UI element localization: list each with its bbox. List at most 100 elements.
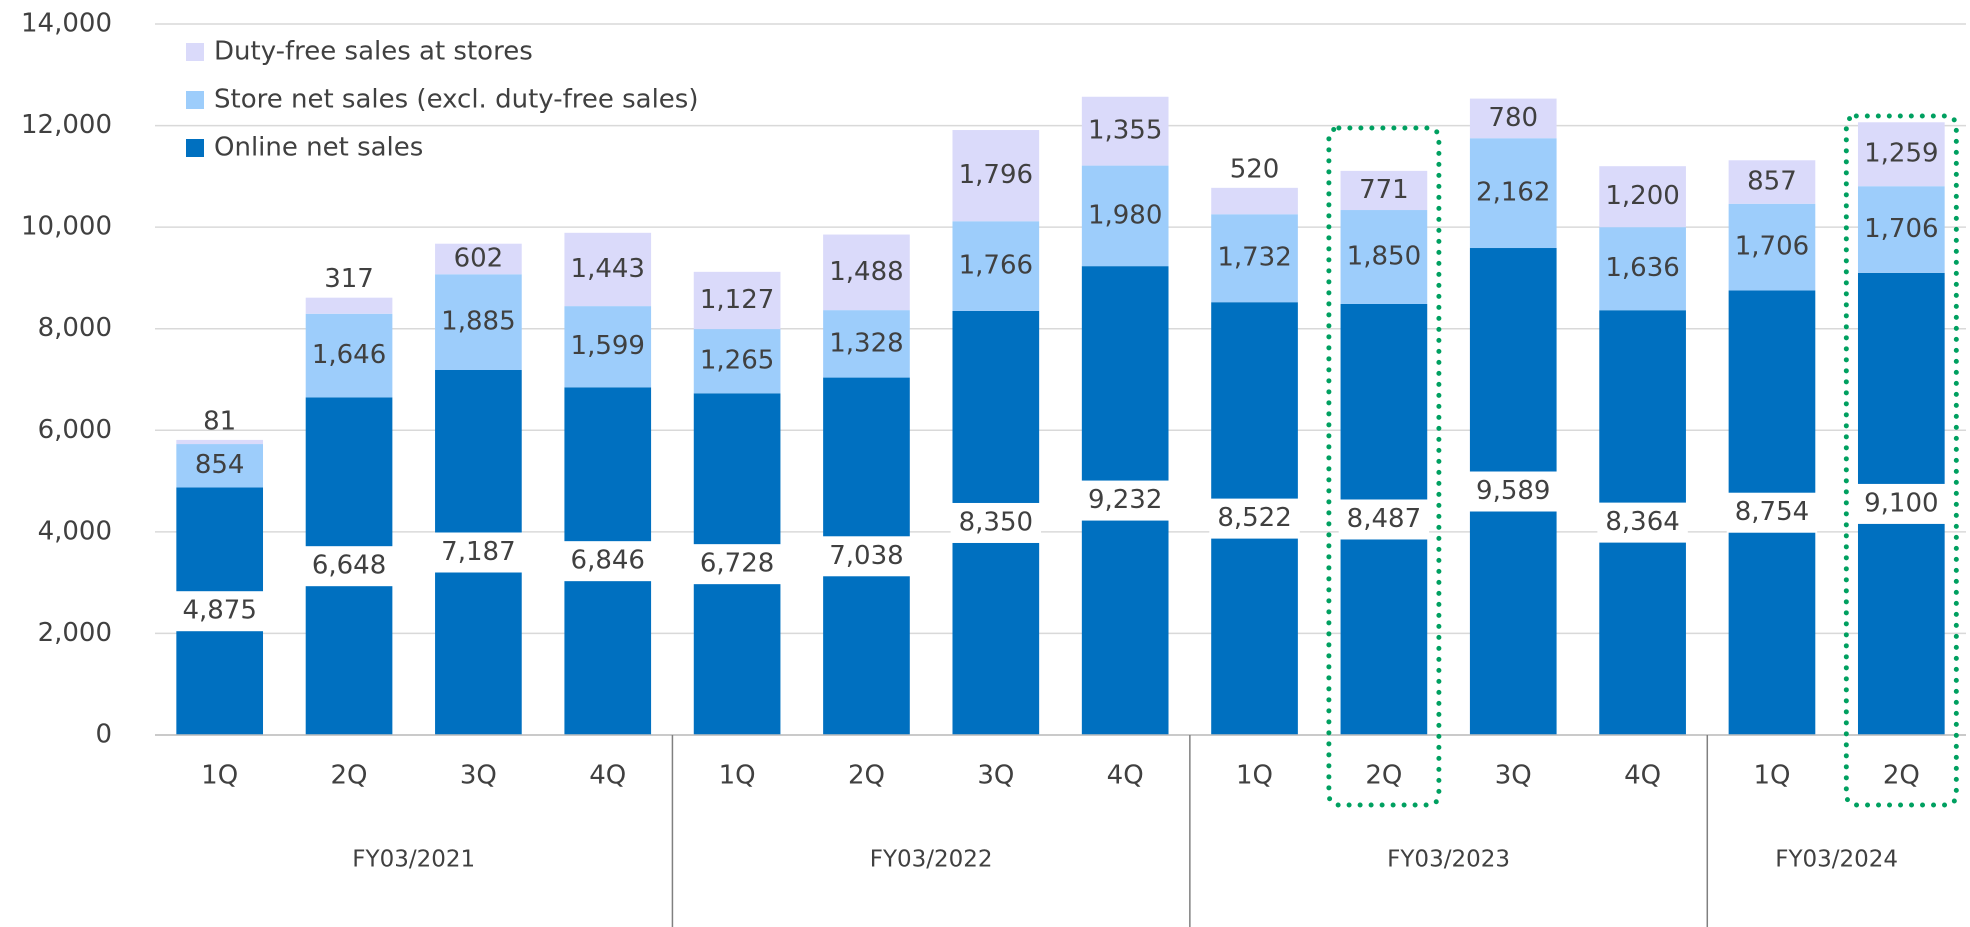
data-label: 8,364 — [1605, 507, 1679, 537]
bar-segment — [1211, 187, 1298, 215]
bar-segment — [305, 297, 393, 314]
label-background — [174, 591, 265, 632]
legend-label: Online net sales — [214, 133, 423, 163]
bar-segment — [176, 439, 264, 445]
bar-segment — [1469, 138, 1557, 249]
data-label: 81 — [203, 406, 236, 436]
group-label: FY03/2024 — [1775, 847, 1898, 873]
data-label: 520 — [1230, 154, 1280, 184]
bar-segment — [1599, 227, 1686, 311]
data-label: 602 — [454, 243, 504, 273]
x-tick-label: 1Q — [1236, 761, 1273, 791]
y-tick-label: 8,000 — [38, 313, 112, 343]
data-label: 1,850 — [1347, 242, 1421, 272]
data-label: 1,796 — [959, 160, 1033, 190]
y-tick-label: 12,000 — [21, 110, 112, 140]
data-label: 771 — [1359, 175, 1409, 205]
group-label: FY03/2023 — [1387, 847, 1510, 873]
label-background — [1597, 502, 1688, 543]
x-tick-label: 3Q — [460, 761, 497, 791]
bar-segment — [305, 313, 393, 398]
x-tick-label: 3Q — [1495, 761, 1532, 791]
bar-segment — [823, 310, 910, 378]
x-tick-label: 1Q — [201, 761, 238, 791]
bar-segment — [1081, 96, 1169, 166]
label-background — [1856, 483, 1947, 524]
data-label: 1,259 — [1864, 139, 1938, 169]
x-tick-label: 4Q — [1107, 761, 1144, 791]
legend-swatch — [186, 139, 204, 157]
data-label: 1,646 — [312, 340, 386, 370]
label-background — [691, 544, 783, 585]
y-tick-label: 10,000 — [21, 212, 112, 242]
bar-segment — [952, 130, 1040, 222]
x-tick-label: 1Q — [719, 761, 756, 791]
bar-segment — [435, 274, 522, 371]
x-tick-label: 2Q — [1365, 761, 1402, 791]
bar-segment — [823, 234, 910, 311]
data-label: 780 — [1488, 103, 1538, 133]
bar-segment — [564, 232, 652, 307]
bar-segment — [1340, 210, 1428, 304]
group-label: FY03/2021 — [352, 847, 475, 873]
bar-segment — [1857, 186, 1945, 273]
data-label: 1,265 — [700, 346, 774, 376]
label-background — [562, 541, 653, 582]
label-background — [303, 546, 395, 587]
data-label: 1,488 — [829, 257, 903, 287]
bar-segment — [564, 306, 652, 388]
data-label: 1,636 — [1605, 253, 1679, 283]
highlight-box — [1843, 113, 1959, 808]
data-label: 6,648 — [312, 551, 386, 581]
x-tick-label: 2Q — [331, 761, 368, 791]
bar-segment — [1340, 170, 1428, 211]
label-background — [821, 536, 912, 577]
x-tick-label: 3Q — [977, 761, 1014, 791]
data-label: 1,732 — [1217, 243, 1291, 273]
data-label: 1,200 — [1605, 181, 1679, 211]
data-label: 4,875 — [182, 596, 256, 626]
data-label: 1,443 — [571, 254, 645, 284]
bar-segment — [952, 221, 1040, 311]
label-background — [1468, 471, 1559, 512]
data-label: 9,589 — [1476, 476, 1550, 506]
x-tick-label: 2Q — [1883, 761, 1920, 791]
bar-segment — [435, 243, 522, 275]
data-label: 9,100 — [1864, 488, 1938, 518]
label-background — [433, 532, 524, 573]
y-tick-label: 14,000 — [21, 9, 112, 39]
data-label: 6,728 — [700, 549, 774, 579]
data-label: 2,162 — [1476, 178, 1550, 208]
bar-segment — [1599, 166, 1686, 228]
label-background — [1726, 492, 1818, 533]
y-tick-label: 0 — [95, 720, 112, 750]
data-label: 1,706 — [1864, 214, 1938, 244]
legend-swatch — [186, 91, 204, 109]
legend-label: Duty-free sales at stores — [214, 37, 533, 67]
bar-segment — [1469, 98, 1557, 139]
x-tick-label: 1Q — [1753, 761, 1790, 791]
group-label: FY03/2022 — [870, 847, 993, 873]
data-label: 1,599 — [571, 331, 645, 361]
bar-segment — [176, 444, 264, 488]
data-label: 8,350 — [959, 507, 1033, 537]
bar-segment — [693, 329, 781, 394]
x-tick-label: 4Q — [589, 761, 626, 791]
x-tick-label: 2Q — [848, 761, 885, 791]
data-label: 7,038 — [829, 541, 903, 571]
data-label: 9,232 — [1088, 485, 1162, 515]
data-label: 854 — [195, 450, 245, 480]
data-label: 1,885 — [441, 307, 515, 337]
data-label: 6,846 — [571, 546, 645, 576]
data-label: 8,487 — [1347, 504, 1421, 534]
data-label: 7,187 — [441, 537, 515, 567]
data-label: 317 — [324, 264, 374, 294]
data-label: 8,754 — [1735, 497, 1809, 527]
bar-segment — [1211, 214, 1298, 303]
data-label: 1,127 — [700, 285, 774, 315]
y-tick-label: 2,000 — [38, 618, 112, 648]
bar-segment — [693, 271, 781, 330]
bar-segment — [1728, 203, 1816, 291]
label-background — [1079, 480, 1171, 521]
data-label: 1,980 — [1088, 200, 1162, 230]
